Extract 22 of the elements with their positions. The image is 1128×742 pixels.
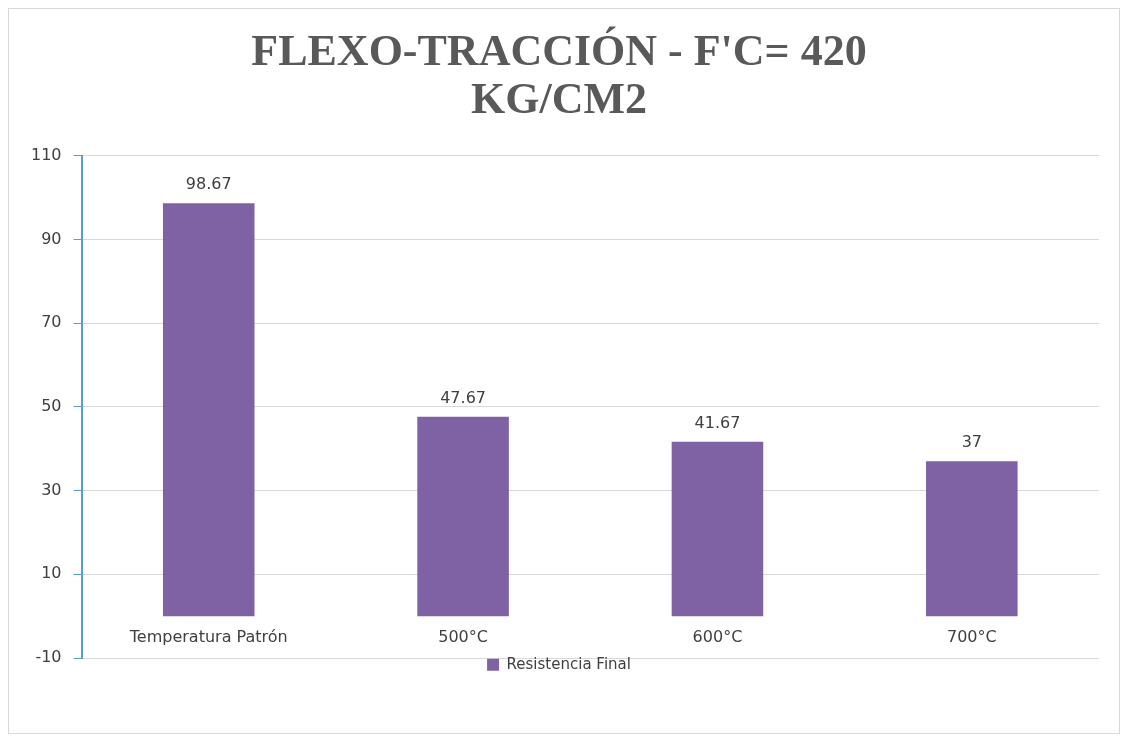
data-label: 37 [961,432,982,452]
text: FLEXO-TRACCIÓN - F'C= 420 [251,25,867,75]
bar [926,461,1018,617]
bar [162,203,255,617]
bar [671,441,764,617]
x-tick-label: 600°C [692,626,743,646]
y-tick-label: 90 [41,228,62,248]
y-tick-label: 30 [41,479,62,499]
bar [417,416,509,617]
x-tick-label: 500°C [438,626,488,646]
x-tick-label: Temperatura Patrón [128,626,288,646]
y-tick-label: 50 [41,396,62,416]
y-tick-label: -10 [35,647,62,667]
y-tick-label: 70 [41,312,62,332]
y-tick-label: 10 [41,563,62,583]
text: KG/CM2 [471,73,647,123]
data-label: 98.67 [185,174,232,194]
data-label: 47.67 [440,387,486,407]
y-tick-label: 110 [30,144,62,164]
legend-label: Resistencia Final [506,654,631,673]
x-tick-label: 700°C [946,626,997,646]
data-label: 41.67 [694,412,741,432]
